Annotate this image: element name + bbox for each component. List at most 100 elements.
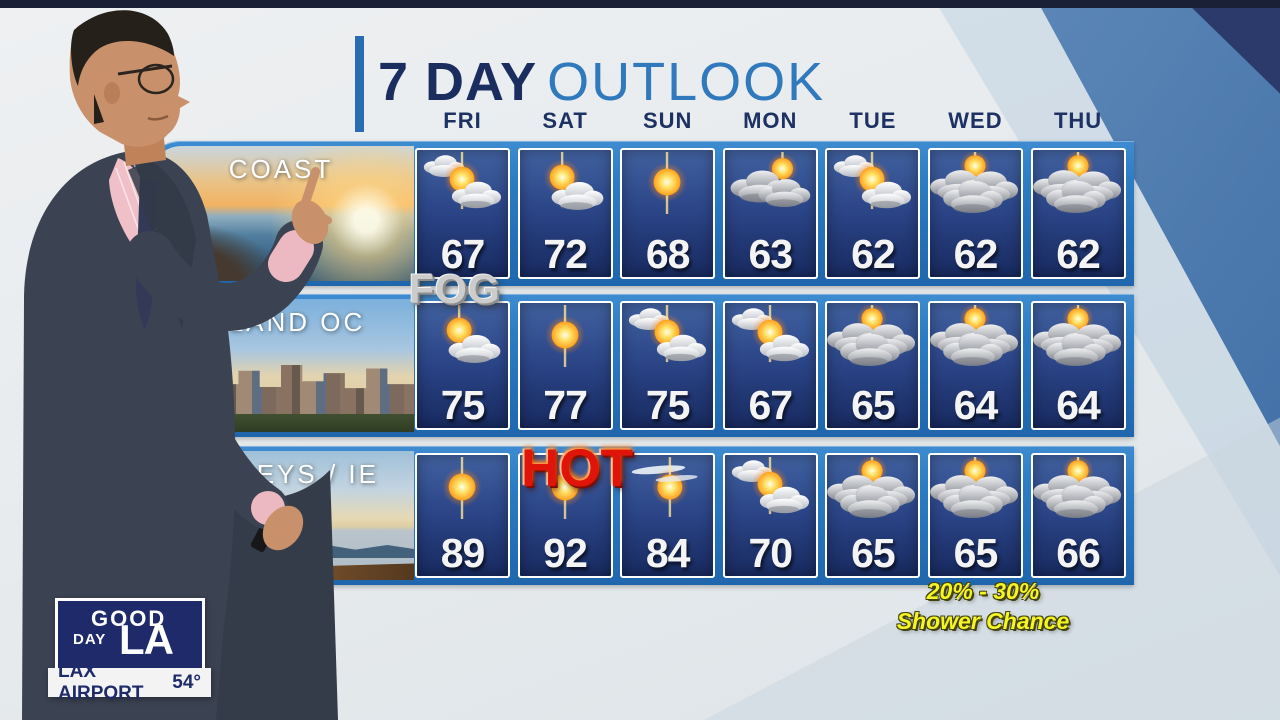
cloudy-icon bbox=[827, 457, 916, 518]
mouth bbox=[147, 114, 169, 121]
forecast-cell: 64 bbox=[927, 301, 1023, 430]
title-bold-text: 7 DAY bbox=[378, 52, 538, 112]
shower-chance-percent: 20% - 30% bbox=[926, 578, 1040, 604]
icon-wrap bbox=[1032, 457, 1124, 519]
forecast-cells: 89 92 84 70 65 65 66 bbox=[415, 453, 1126, 578]
day-label: SAT bbox=[542, 108, 588, 133]
forecast-cell: 65 bbox=[825, 453, 921, 578]
sunny-icon bbox=[536, 457, 593, 519]
icon-wrap bbox=[725, 305, 816, 367]
mostly-sunny-icon bbox=[535, 152, 603, 210]
forecast-cell: 67 bbox=[415, 148, 510, 279]
sideburn bbox=[94, 94, 104, 124]
day-label: SUN bbox=[642, 108, 693, 133]
sunny-icon bbox=[639, 152, 696, 214]
page-title: 7 DAY OUTLOOK bbox=[378, 34, 825, 130]
weather-ticker: LAX AIRPORT 54° bbox=[48, 661, 211, 704]
temperature-value: 67 bbox=[748, 381, 793, 428]
temperature-value: 63 bbox=[748, 230, 793, 277]
forecast-cell: 77 bbox=[517, 301, 613, 430]
forecast-cell: 75 bbox=[415, 301, 510, 430]
lower-hand bbox=[262, 505, 304, 551]
mostly-cloudy-icon bbox=[730, 152, 811, 207]
forecast-cell: 89 bbox=[415, 453, 510, 578]
icon-wrap bbox=[622, 152, 713, 214]
day-label: FRI bbox=[443, 108, 482, 133]
forecast-cell: 64 bbox=[1030, 301, 1126, 430]
temperature-value: 65 bbox=[851, 381, 896, 428]
day-header-row: FRI SAT SUN MON TUE WED THU bbox=[415, 108, 1126, 134]
title-accent-bar bbox=[355, 36, 364, 132]
good-day-la-logo: GOOD DAY LA bbox=[55, 598, 205, 668]
forecast-cell: 68 bbox=[620, 148, 716, 279]
forecast-cell: 84 bbox=[620, 453, 716, 578]
temperature-value: 66 bbox=[1056, 529, 1101, 576]
outlook-title: 7 DAY OUTLOOK bbox=[355, 34, 825, 132]
icon-wrap bbox=[417, 152, 508, 214]
cloudy-icon bbox=[1032, 152, 1121, 213]
icon-wrap bbox=[827, 152, 918, 214]
shower-chance-label: Shower Chance bbox=[896, 608, 1070, 634]
forecast-cell: 65 bbox=[927, 453, 1023, 578]
day-label: WED bbox=[948, 108, 1003, 133]
fog-annotation: FOG bbox=[409, 266, 501, 312]
sunny-icon bbox=[536, 305, 593, 367]
temperature-value: 89 bbox=[440, 529, 486, 576]
forecast-cell: 62 bbox=[1030, 148, 1126, 279]
forecast-cell: 75 bbox=[620, 301, 716, 430]
thumb bbox=[311, 209, 333, 225]
partly-cloudy-icon bbox=[731, 457, 809, 515]
cloudy-icon bbox=[827, 305, 916, 366]
forecast-cells: 75 77 75 67 65 64 64 bbox=[415, 301, 1126, 430]
cloudy-icon bbox=[1032, 457, 1121, 518]
forecast-row: INLAND OC 75 77 75 67 65 64 64 bbox=[143, 294, 1134, 437]
cloudy-icon bbox=[1032, 305, 1121, 366]
forecast-cell: 72 bbox=[517, 148, 613, 279]
day-label: THU bbox=[1053, 108, 1103, 133]
forecast-cell: 65 bbox=[825, 301, 921, 430]
hot-annotation: HOT bbox=[521, 439, 633, 498]
top-letterbox-bar bbox=[0, 0, 1280, 8]
temperature-value: 68 bbox=[645, 230, 691, 277]
forecast-cell: 62 bbox=[927, 148, 1023, 279]
station-bug: GOOD DAY LA LAX AIRPORT 54° bbox=[48, 598, 211, 704]
temperature-value: 62 bbox=[851, 230, 896, 277]
temperature-value: 77 bbox=[543, 381, 588, 428]
temperature-value: 65 bbox=[953, 529, 999, 576]
ear bbox=[104, 82, 120, 104]
pointing-finger bbox=[300, 166, 321, 208]
icon-wrap bbox=[417, 457, 508, 519]
icon-wrap bbox=[520, 305, 611, 367]
icon-wrap bbox=[725, 457, 816, 519]
weatherman bbox=[22, 10, 338, 720]
shower-chance-annotation: 20% - 30% Shower Chance bbox=[858, 576, 1108, 636]
day-label: MON bbox=[743, 108, 798, 133]
icon-wrap bbox=[622, 457, 713, 519]
icon-wrap bbox=[520, 457, 611, 519]
temperature-value: 75 bbox=[645, 381, 691, 428]
day-label: TUE bbox=[849, 108, 897, 133]
temperature-value: 65 bbox=[851, 529, 896, 576]
forecast-cell: 66 bbox=[1030, 453, 1126, 578]
temperature-value: 62 bbox=[953, 230, 999, 277]
icon-wrap bbox=[1032, 152, 1124, 214]
icon-wrap bbox=[827, 305, 918, 367]
ticker-temperature: 54° bbox=[172, 671, 201, 693]
icon-wrap bbox=[827, 457, 918, 519]
temperature-value: 62 bbox=[1056, 230, 1101, 277]
temperature-value: 72 bbox=[543, 230, 588, 277]
glasses-lens bbox=[137, 63, 175, 95]
logo-la-text: LA bbox=[119, 616, 174, 663]
hazy-sun-icon bbox=[631, 457, 698, 517]
sunny-icon bbox=[433, 457, 491, 519]
mostly-sunny-icon bbox=[433, 305, 501, 363]
partly-cloudy-icon bbox=[731, 305, 809, 363]
shirt-cuff bbox=[268, 230, 314, 282]
temperature-value: 64 bbox=[1056, 381, 1101, 428]
forecast-cell: 62 bbox=[825, 148, 921, 279]
icon-wrap bbox=[930, 305, 1021, 367]
forecast-cell: 63 bbox=[722, 148, 818, 279]
partly-cloudy-icon bbox=[423, 152, 502, 210]
cloudy-icon bbox=[930, 152, 1018, 213]
temperature-value: 92 bbox=[543, 529, 588, 576]
